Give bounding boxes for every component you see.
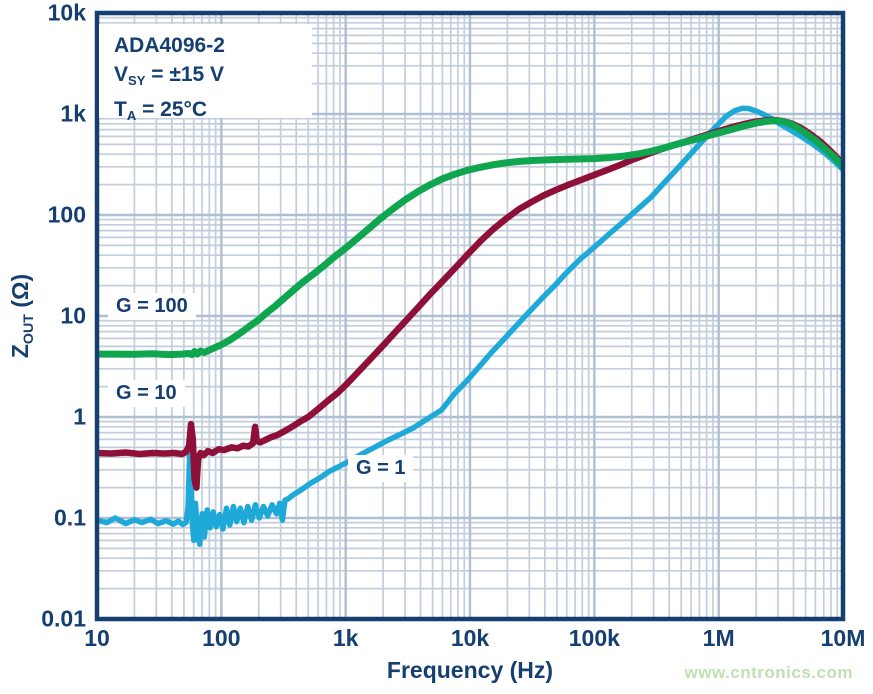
x-tick-10M: 10M <box>820 625 866 651</box>
supply-value: = ±15 V <box>145 63 225 86</box>
y-tick-0.01: 0.01 <box>41 605 86 632</box>
curve-g=100 <box>97 117 843 359</box>
x-tick-10k: 10k <box>450 625 490 651</box>
y-axis-title: ZOUT (Ω) <box>7 274 37 358</box>
conditions-annotation: ADA4096-2 VSY = ±15 V TA = 25°C <box>99 24 312 123</box>
y-axis-unit: (Ω) <box>7 273 34 314</box>
y-tick-1: 1 <box>73 403 86 430</box>
x-tick-1M: 1M <box>702 625 735 651</box>
curve-label-g1: G = 1 <box>348 455 414 482</box>
curves-group <box>97 105 843 547</box>
curve-g=1 <box>97 105 843 547</box>
temp-value: = 25°C <box>136 98 208 122</box>
x-tick-10: 10 <box>84 625 110 651</box>
part-number-text: ADA4096-2 <box>114 34 225 57</box>
y-tick-10: 10 <box>60 302 86 329</box>
x-axis-title: Frequency (Hz) <box>386 657 554 683</box>
temp-symbol: T <box>114 98 127 122</box>
temp-subscript: A <box>126 108 137 124</box>
watermark: www.cntronics.com <box>684 663 853 682</box>
y-tick-10k: 10k <box>47 0 86 26</box>
x-tick-100k: 100k <box>568 625 620 651</box>
supply-symbol: V <box>114 63 129 86</box>
y-tick-0.1: 0.1 <box>54 504 86 531</box>
y-tick-100: 100 <box>47 201 86 228</box>
plot-border <box>94 10 846 622</box>
y-axis-subscript: OUT <box>20 314 37 345</box>
x-tick-100: 100 <box>202 625 241 651</box>
curve-label-g10: G = 10 <box>108 380 185 407</box>
y-axis-symbol: Z <box>7 344 34 359</box>
x-tick-1k: 1k <box>332 625 359 651</box>
part-number: ADA4096-2 <box>114 31 312 60</box>
curve-label-g100: G = 100 <box>108 293 196 320</box>
temperature-condition: TA = 25°C <box>114 95 312 130</box>
y-tick-1k: 1k <box>60 100 86 127</box>
supply-condition: VSY = ±15 V <box>114 60 312 95</box>
supply-subscript: SY <box>128 73 146 89</box>
